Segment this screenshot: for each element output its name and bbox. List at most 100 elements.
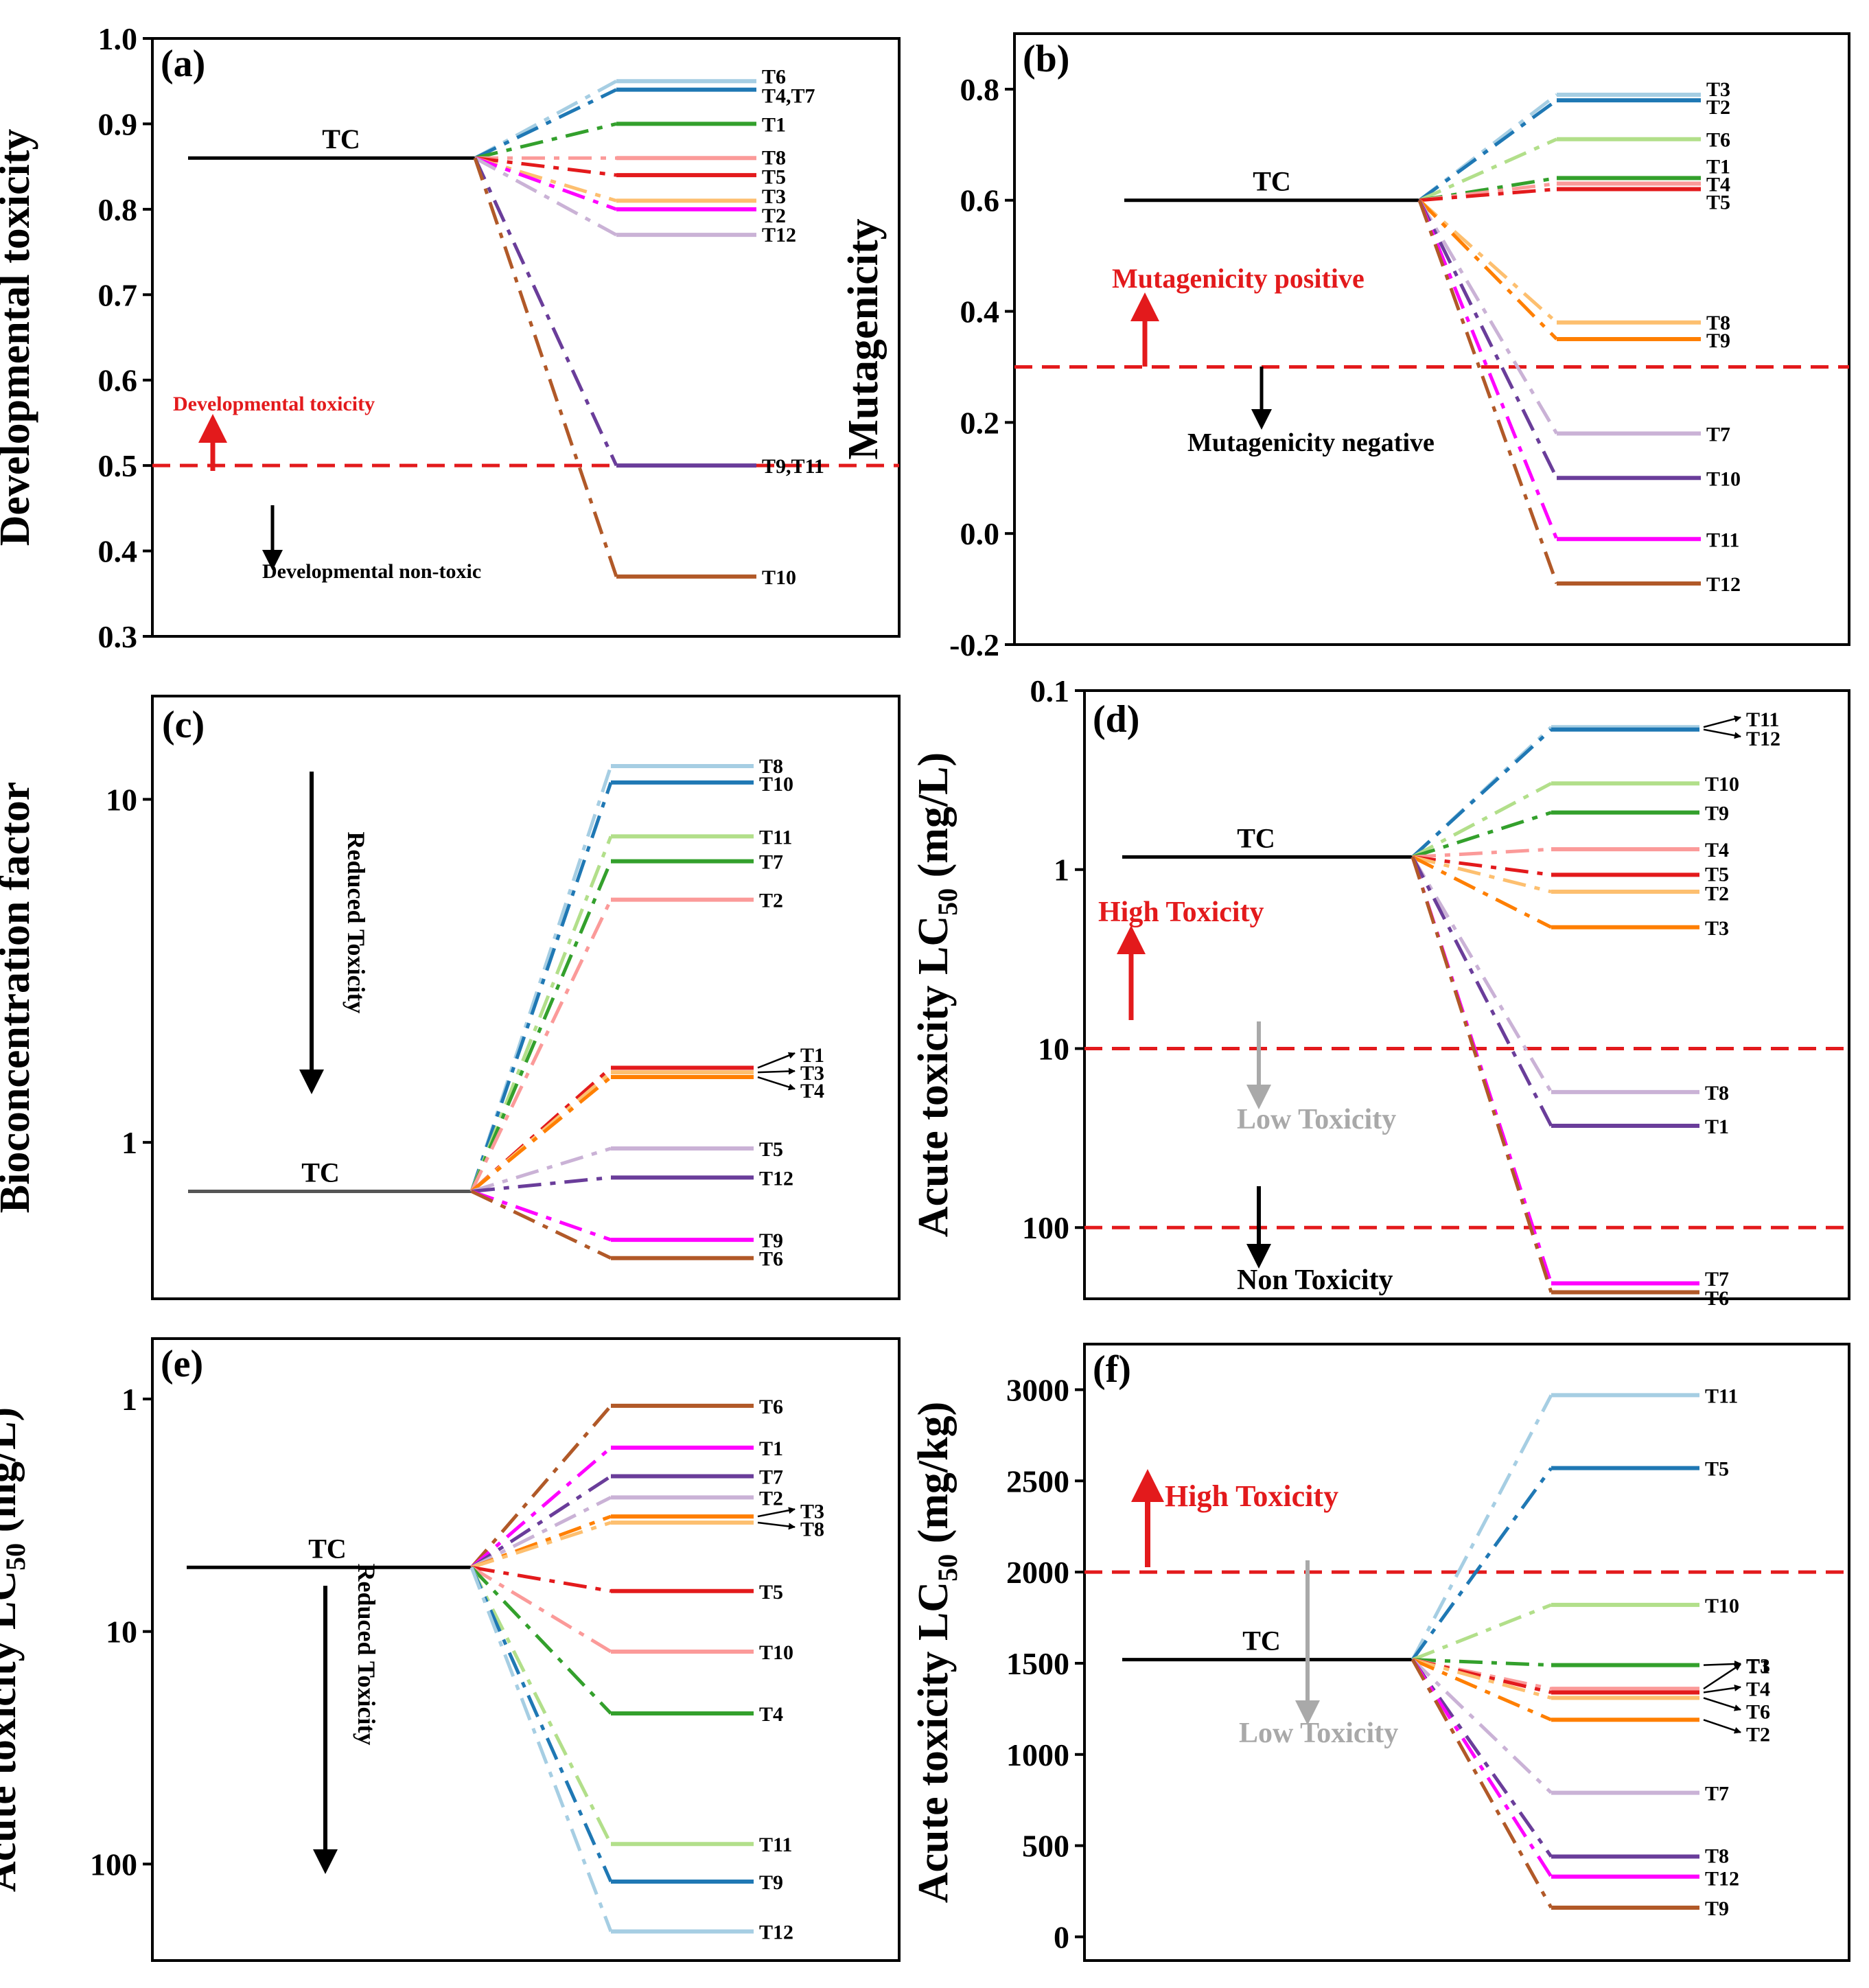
annotation-text: Mutagenicity positive — [1112, 263, 1365, 294]
series-transition-T8 — [471, 1521, 612, 1569]
tc-label: TC — [322, 124, 360, 154]
series-label-T1: T1 — [1705, 1116, 1729, 1138]
y-tick-label: 3000 — [1006, 1372, 1069, 1407]
y-tick-label: 0.8 — [960, 72, 1000, 107]
panel-e: 1 10 100 Acute toxicity LC50 (mg/L) (e) TC T6 T… — [0, 1337, 901, 1962]
panel-label: (e) — [161, 1343, 203, 1385]
series-label-T3: T3 — [762, 185, 786, 208]
series-label-T4: T4 — [1746, 1678, 1770, 1701]
series-label-T8: T8 — [1705, 1845, 1729, 1868]
series-label-T8: T8 — [759, 755, 783, 778]
series-transition-T6 — [474, 80, 618, 160]
series-label-T1: T1 — [1746, 1656, 1770, 1678]
y-axis-label: Acute toxicity LC50 (mg/kg) — [910, 1402, 963, 1904]
y-tick-label: 100 — [90, 1847, 137, 1882]
series-transition-T9 — [1418, 198, 1558, 340]
series-label-T11: T11 — [759, 1834, 792, 1856]
series-label-T9: T9 — [1706, 330, 1730, 352]
series-label-T10: T10 — [1705, 773, 1739, 796]
y-tick-label: -0.2 — [949, 627, 999, 662]
tc-label: TC — [1237, 822, 1275, 853]
series-label-T9,T11: T9,T11 — [762, 455, 824, 478]
series-label-T5: T5 — [1705, 864, 1729, 886]
series-label-T5: T5 — [759, 1138, 783, 1161]
y-tick-label: 10 — [106, 782, 137, 817]
series-transition-T8 — [1418, 198, 1558, 324]
series-label-T1: T1 — [759, 1437, 783, 1460]
annotation-text: Mutagenicity negative — [1187, 428, 1435, 457]
series-transition-T8 — [1411, 1658, 1553, 1858]
series-label-T2: T2 — [1705, 883, 1729, 905]
label-pointer-arrow — [1703, 715, 1741, 728]
y-tick-label: 0.2 — [960, 405, 1000, 440]
series-transition-T12 — [474, 157, 618, 237]
series-label-T2: T2 — [762, 205, 786, 227]
series-transition-T10 — [470, 1566, 612, 1654]
series-label-T3: T3 — [800, 1501, 824, 1523]
y-axis-label: Mutagenicity — [840, 218, 887, 459]
y-tick-label: 0.4 — [98, 534, 138, 569]
y-axis-label: Acute toxicity LC50 (mg/L) — [0, 1407, 31, 1892]
series-label-T12: T12 — [1706, 573, 1741, 596]
series-label-T11: T11 — [1746, 708, 1779, 731]
series-transition-T11 — [469, 1567, 613, 1845]
y-tick-label: 0.5 — [98, 448, 138, 483]
series-label-T3: T3 — [1705, 917, 1729, 940]
y-tick-label: 1.0 — [98, 21, 138, 56]
label-pointer-arrow — [757, 1067, 796, 1075]
series-label-T8: T8 — [1706, 312, 1730, 334]
series-label-T7: T7 — [1705, 1268, 1729, 1291]
series-transition-T5 — [1411, 1467, 1553, 1661]
series-label-T6: T6 — [1706, 129, 1730, 152]
series-label-T4: T4 — [759, 1703, 783, 1726]
y-tick-label: 2000 — [1006, 1555, 1069, 1590]
y-tick-label: 1 — [1054, 853, 1069, 888]
series-label-T11: T11 — [1706, 529, 1739, 551]
series-label-T8: T8 — [1705, 1082, 1729, 1105]
series-transition-T4 — [470, 1566, 612, 1715]
series-transition-T12 — [1417, 199, 1559, 584]
series-transition-T2 — [470, 1496, 612, 1569]
series-label-T10: T10 — [762, 566, 796, 589]
annotation-text: Developmental toxicity — [173, 393, 375, 415]
series-transition-T3 — [1412, 1658, 1552, 1667]
tc-label: TC — [1242, 1626, 1281, 1656]
series-label-T2: T2 — [759, 1487, 783, 1510]
series-label-T5: T5 — [1705, 1458, 1729, 1481]
y-tick-label: 10 — [1038, 1031, 1069, 1066]
series-label-T10: T10 — [759, 1641, 793, 1664]
annotation-text: Low Toxicity — [1239, 1718, 1398, 1749]
y-tick-label: 0.0 — [960, 516, 1000, 551]
y-axis-label: Developmental toxicity — [0, 129, 38, 546]
series-label-T3: T3 — [1746, 1655, 1770, 1678]
plot-frame — [151, 695, 901, 1300]
annotation-text: Developmental non-toxic — [262, 560, 481, 583]
series-label-T12: T12 — [762, 224, 796, 246]
series-label-T7: T7 — [759, 1466, 783, 1489]
series-label-T8: T8 — [762, 147, 786, 170]
series-label-T2: T2 — [1706, 96, 1730, 119]
y-tick-label: 0.3 — [98, 619, 138, 654]
label-pointer-arrow — [1703, 1660, 1741, 1667]
annotation-text: High Toxicity — [1165, 1479, 1338, 1513]
annotation-text: Reduced Toxicity — [353, 1563, 380, 1745]
series-transition-T2 — [1418, 99, 1558, 202]
y-tick-label: 500 — [1022, 1829, 1069, 1864]
y-tick-label: 0.4 — [960, 294, 1000, 330]
series-transition-T10 — [1411, 781, 1553, 859]
y-tick-label: 1 — [121, 1382, 137, 1417]
y-tick-label: 100 — [1022, 1210, 1069, 1245]
panel-d: 0.1 1 10 100 Acute toxicity LC50 (mg/L) (d) TC… — [910, 673, 1850, 1310]
plot-frame — [1083, 1343, 1850, 1962]
series-transition-T2 — [1412, 1658, 1552, 1722]
y-tick-label: 0.7 — [98, 277, 138, 312]
series-transition-T5 — [1419, 187, 1557, 203]
series-label-T7: T7 — [759, 851, 783, 874]
series-transition-T12 — [471, 1175, 612, 1193]
panel-label: (c) — [162, 704, 205, 746]
tc-label: TC — [301, 1157, 340, 1188]
y-tick-label: 1500 — [1006, 1646, 1069, 1681]
series-transition-T9,T11 — [473, 157, 618, 467]
